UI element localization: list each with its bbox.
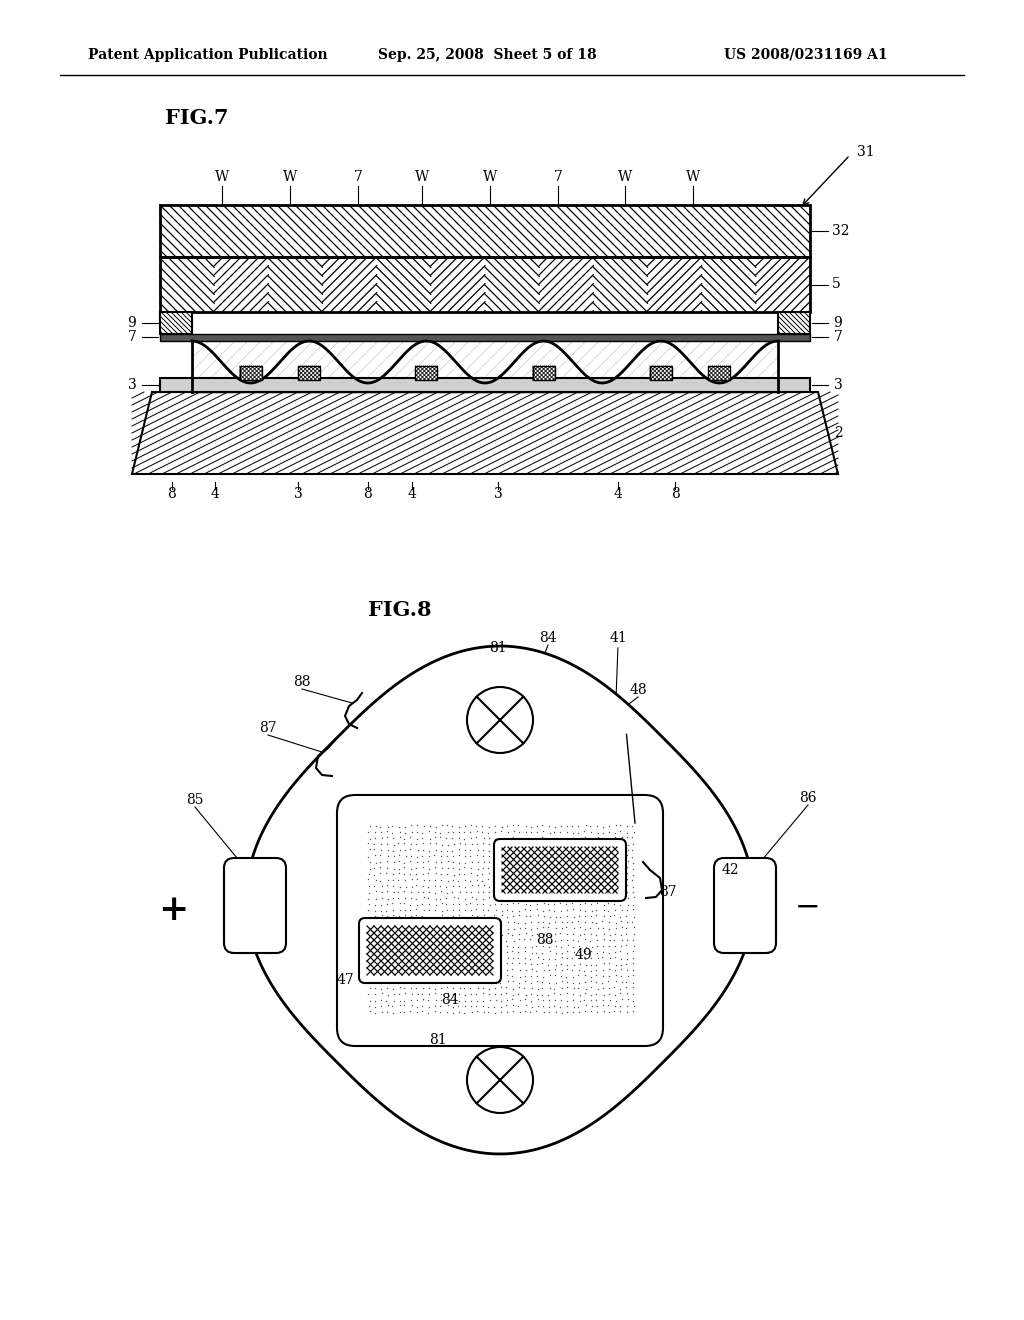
Text: 3: 3: [294, 487, 302, 502]
FancyBboxPatch shape: [224, 858, 286, 953]
Text: 5: 5: [831, 277, 841, 292]
Text: W: W: [415, 170, 429, 183]
Bar: [160, 334, 810, 341]
Text: 7: 7: [353, 170, 362, 183]
Text: 85: 85: [186, 793, 204, 807]
Text: 87: 87: [259, 721, 276, 735]
Text: 8: 8: [671, 487, 679, 502]
Polygon shape: [193, 341, 778, 392]
Text: 87: 87: [659, 884, 677, 899]
Text: 3: 3: [128, 378, 136, 392]
Text: W: W: [215, 170, 229, 183]
Text: 3: 3: [834, 378, 843, 392]
Text: 84: 84: [540, 631, 557, 645]
Text: 8: 8: [364, 487, 373, 502]
Text: 31: 31: [857, 145, 874, 158]
Text: 7: 7: [554, 170, 562, 183]
Text: FIG.8: FIG.8: [368, 601, 431, 620]
Bar: [650, 366, 672, 380]
Text: 49: 49: [574, 948, 592, 962]
Text: W: W: [686, 170, 700, 183]
Text: 7: 7: [128, 330, 136, 345]
Text: 81: 81: [489, 642, 507, 655]
Text: 2: 2: [834, 426, 843, 440]
FancyBboxPatch shape: [359, 917, 501, 983]
Text: 86: 86: [800, 791, 817, 805]
Text: 32: 32: [831, 224, 850, 238]
Text: 7: 7: [834, 330, 843, 345]
Text: 3: 3: [494, 487, 503, 502]
Text: W: W: [283, 170, 297, 183]
Bar: [160, 205, 810, 257]
Bar: [298, 366, 321, 380]
Bar: [160, 378, 810, 392]
Text: 9: 9: [128, 315, 136, 330]
Text: 4: 4: [408, 487, 417, 502]
Text: 48: 48: [629, 682, 647, 697]
Bar: [532, 366, 555, 380]
Bar: [240, 366, 261, 380]
Text: Sep. 25, 2008  Sheet 5 of 18: Sep. 25, 2008 Sheet 5 of 18: [378, 48, 597, 62]
FancyBboxPatch shape: [337, 795, 663, 1045]
Polygon shape: [246, 645, 754, 1154]
Text: 4: 4: [211, 487, 219, 502]
Bar: [709, 366, 730, 380]
Text: 88: 88: [293, 675, 310, 689]
Text: 81: 81: [429, 1034, 446, 1047]
Text: 88: 88: [537, 933, 554, 946]
Text: FIG.7: FIG.7: [165, 108, 228, 128]
Text: W: W: [483, 170, 497, 183]
Text: US 2008/0231169 A1: US 2008/0231169 A1: [724, 48, 888, 62]
Bar: [416, 366, 437, 380]
Text: W: W: [617, 170, 632, 183]
Text: 4: 4: [613, 487, 623, 502]
Text: Patent Application Publication: Patent Application Publication: [88, 48, 328, 62]
Text: 47: 47: [336, 973, 354, 987]
Text: 41: 41: [609, 631, 627, 645]
Bar: [160, 312, 193, 334]
Bar: [778, 312, 810, 334]
Text: 8: 8: [168, 487, 176, 502]
Text: 9: 9: [834, 315, 843, 330]
Polygon shape: [132, 392, 838, 474]
Text: +: +: [158, 894, 188, 927]
Text: −: −: [795, 891, 820, 923]
Text: 84: 84: [441, 993, 459, 1007]
FancyBboxPatch shape: [494, 840, 626, 902]
Bar: [160, 257, 810, 312]
Text: 42: 42: [721, 863, 738, 876]
FancyBboxPatch shape: [714, 858, 776, 953]
